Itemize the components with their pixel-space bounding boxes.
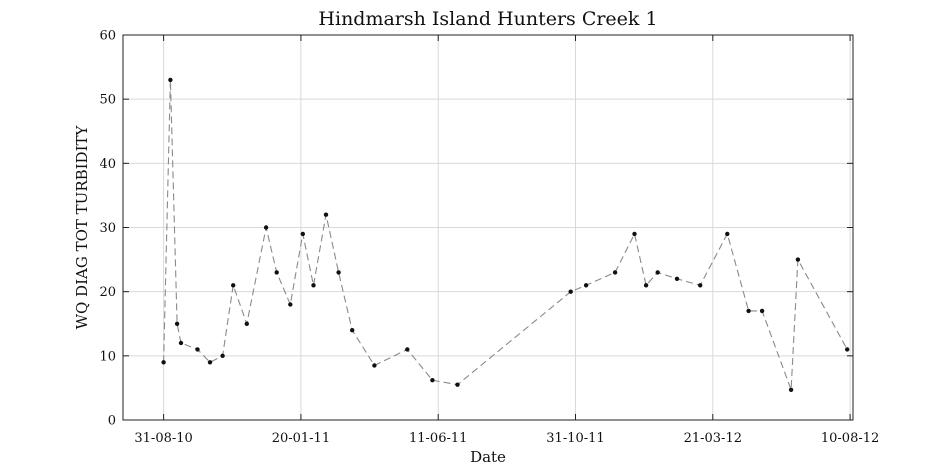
data-point: [311, 283, 316, 288]
x-tick-label: 21-03-12: [684, 431, 742, 446]
data-point: [746, 308, 751, 314]
chart-title: Hindmarsh Island Hunters Creek 1: [318, 8, 657, 30]
data-point: [405, 347, 410, 352]
data-point: [174, 321, 180, 326]
data-point: [583, 283, 589, 288]
data-point: [161, 360, 166, 365]
data-point: [568, 289, 573, 294]
data-point: [207, 360, 213, 365]
data-point: [300, 231, 305, 237]
data-point: [655, 270, 660, 275]
y-axis-label: WQ DIAG TOT TURBIDITY: [73, 124, 91, 329]
data-point: [725, 231, 730, 237]
data-point: [674, 276, 680, 281]
data-point: [231, 283, 236, 288]
data-point: [788, 387, 794, 392]
axis-ticks: 0 10 20 30 40 50 60 31-08-10 20-01-11 11-06-11 31-…: [99, 29, 879, 447]
x-tick-label: 20-01-11: [272, 431, 330, 446]
x-tick-label: 31-10-11: [546, 431, 604, 446]
x-tick-label: 11-06-11: [409, 431, 467, 446]
data-point: [759, 308, 765, 314]
data-point: [795, 257, 801, 262]
data-point: [336, 270, 341, 275]
data-point: [168, 77, 173, 83]
data-point: [845, 347, 850, 352]
data-point: [455, 382, 460, 387]
y-tick-label: 20: [99, 285, 116, 300]
data-point: [274, 270, 279, 275]
data-point: [643, 283, 649, 288]
data-point: [430, 378, 435, 383]
y-tick-label: 10: [99, 349, 116, 364]
data-point: [632, 231, 637, 237]
x-axis-label: Date: [470, 448, 506, 466]
data-point: [244, 321, 249, 326]
series-layer: [161, 77, 850, 392]
data-point: [350, 328, 355, 333]
data-point: [195, 347, 200, 352]
data-point: [372, 363, 377, 368]
y-tick-label: 40: [99, 157, 116, 172]
data-point: [288, 302, 293, 307]
data-point: [220, 353, 225, 358]
y-tick-label: 30: [99, 221, 116, 236]
x-tick-label: 10-08-12: [821, 431, 879, 446]
y-tick-label: 0: [108, 414, 116, 429]
y-tick-label: 60: [99, 29, 116, 44]
data-point: [263, 225, 269, 230]
data-point: [323, 212, 329, 217]
y-tick-label: 50: [99, 93, 116, 108]
x-tick-label: 31-08-10: [134, 431, 192, 446]
data-point: [612, 270, 618, 275]
data-point: [698, 283, 703, 288]
data-point: [178, 340, 184, 346]
